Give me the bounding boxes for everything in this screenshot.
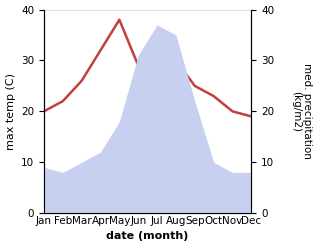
X-axis label: date (month): date (month) <box>107 231 189 242</box>
Y-axis label: max temp (C): max temp (C) <box>5 73 16 150</box>
Y-axis label: med. precipitation
(kg/m2): med. precipitation (kg/m2) <box>291 63 313 159</box>
